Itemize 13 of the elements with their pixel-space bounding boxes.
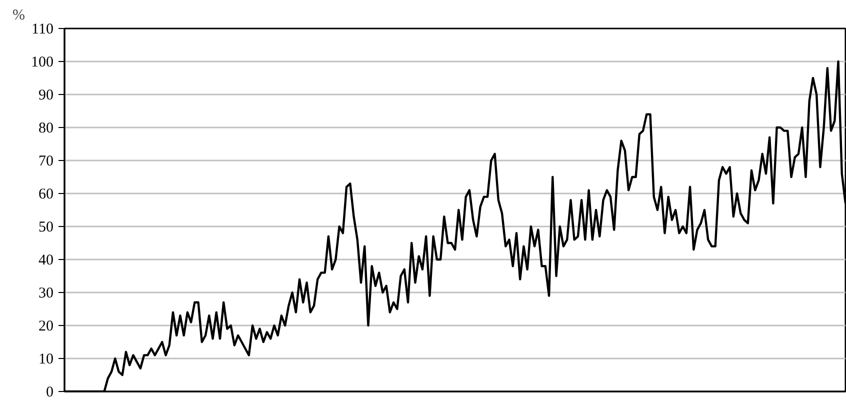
y-tick-label: 100: [31, 54, 54, 70]
y-tick-label: 60: [38, 186, 54, 202]
y-tick-label: 10: [38, 352, 54, 368]
y-tick-label: 30: [38, 286, 54, 302]
y-tick-label: 50: [38, 220, 54, 236]
y-axis-title: %: [12, 8, 25, 24]
y-tick-label: 0: [46, 384, 54, 400]
y-tick-label: 110: [32, 22, 54, 38]
y-tick-label: 40: [38, 252, 54, 268]
y-tick-label: 80: [38, 120, 54, 136]
y-tick-label: 20: [38, 318, 54, 334]
y-tick-label: 70: [38, 154, 54, 170]
y-tick-label: 90: [38, 88, 54, 104]
